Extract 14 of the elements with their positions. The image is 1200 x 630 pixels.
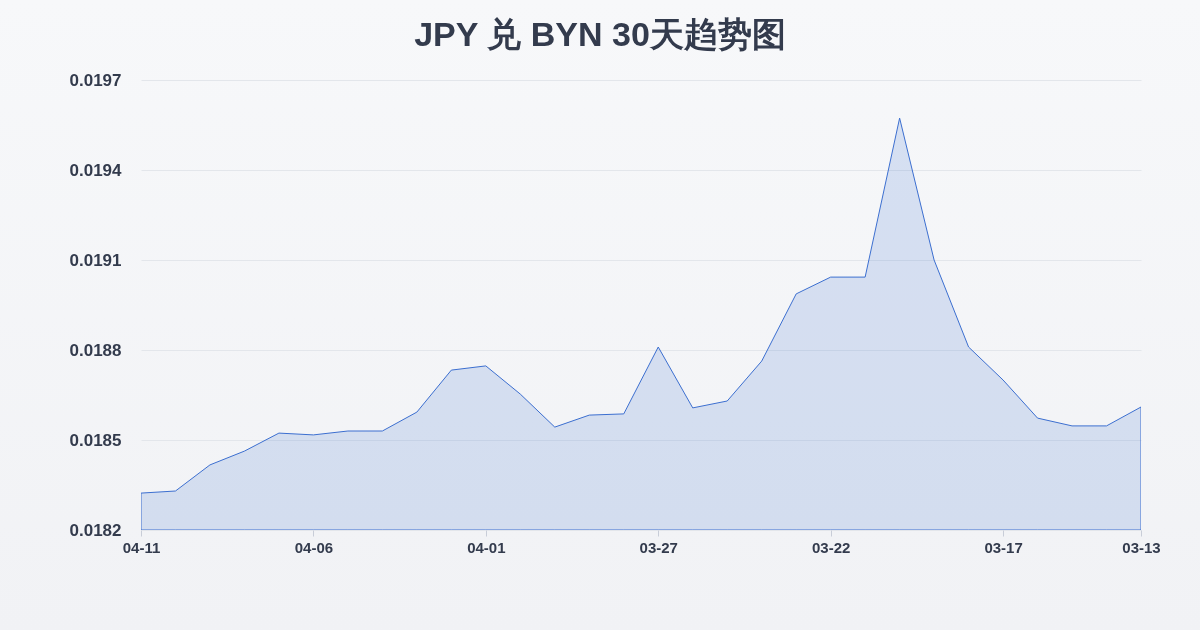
x-tick-label: 03-17 (984, 538, 1023, 556)
x-tick-label: 04-06 (294, 538, 334, 556)
x-tick-label: 04-11 (122, 538, 161, 556)
x-tick-label: 03-13 (1122, 538, 1161, 556)
chart-title: JPY 兑 BYN 30天趋势图 (414, 15, 786, 53)
y-tick-label: 0.0191 (69, 250, 122, 270)
x-tick-label: 03-27 (639, 538, 678, 556)
y-tick-label: 0.0194 (69, 160, 123, 180)
x-tick-label: 04-01 (467, 538, 506, 556)
y-tick-label: 0.0188 (69, 340, 122, 360)
y-tick-label: 0.0182 (69, 520, 122, 540)
y-tick-label: 0.0185 (69, 430, 122, 450)
x-tick-label: 03-22 (811, 538, 851, 556)
y-tick-label: 0.0197 (69, 70, 122, 90)
